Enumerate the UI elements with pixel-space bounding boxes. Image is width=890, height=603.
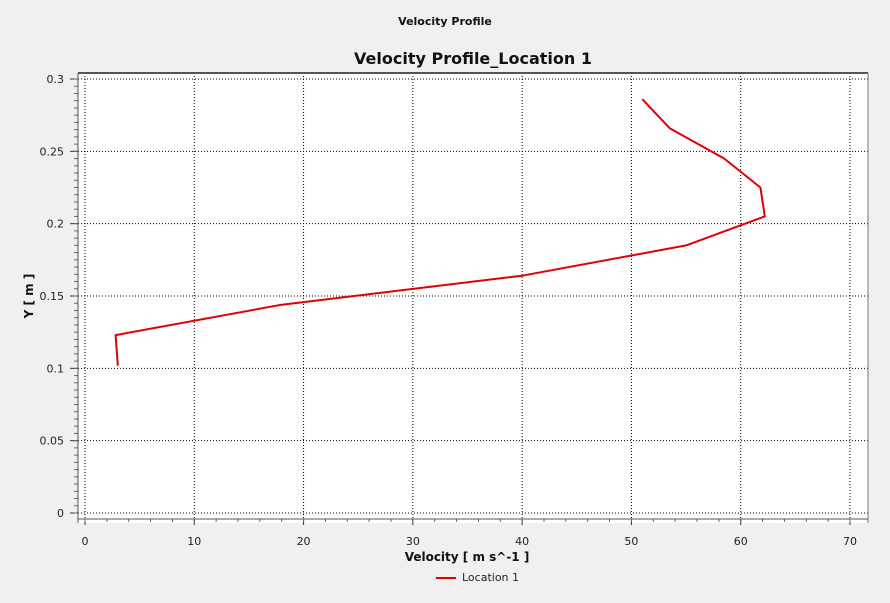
series-line-location-1 [114,98,766,366]
axes: 0 10 20 30 40 50 60 70 0 0.05 0.1 0.15 0.2 0.25 0.3 [40,72,869,548]
y-tick-label: 0.05 [40,435,65,448]
plot-area [78,73,868,523]
data-point [115,334,117,336]
data-point [669,127,671,129]
x-tick-label: 30 [406,535,420,548]
x-axis-label: Velocity [ m s^-1 ] [405,550,530,564]
data-point [685,244,687,246]
y-tick-label: 0.15 [40,290,65,303]
x-tick-label: 0 [82,535,89,548]
x-tick-label: 50 [624,535,638,548]
data-point [117,364,119,366]
data-point [521,275,523,277]
data-point [723,158,725,160]
x-tick-label: 40 [515,535,529,548]
y-tick-label: 0.3 [47,73,65,86]
data-point [759,187,761,188]
y-tick-label: 0.25 [40,145,65,158]
data-point [764,215,766,217]
x-tick-label: 10 [187,535,201,548]
grid-lines [78,73,868,523]
legend: Location 1 [436,571,519,584]
y-tick-label: 0.2 [47,218,65,231]
y-axis-label: Y [ m ] [22,274,36,320]
y-tick-label: 0 [57,507,64,520]
y-tick-label: 0.1 [47,362,65,375]
window-title: Velocity Profile [398,15,492,28]
series-layer [114,98,766,366]
data-point [281,304,283,306]
x-tick-label: 70 [843,535,857,548]
x-tick-label: 20 [297,535,311,548]
x-tick-label: 60 [734,535,748,548]
legend-label: Location 1 [462,571,520,584]
legend-swatch [436,576,456,579]
chart-title: Velocity Profile_Location 1 [354,49,592,68]
data-point [641,98,643,100]
